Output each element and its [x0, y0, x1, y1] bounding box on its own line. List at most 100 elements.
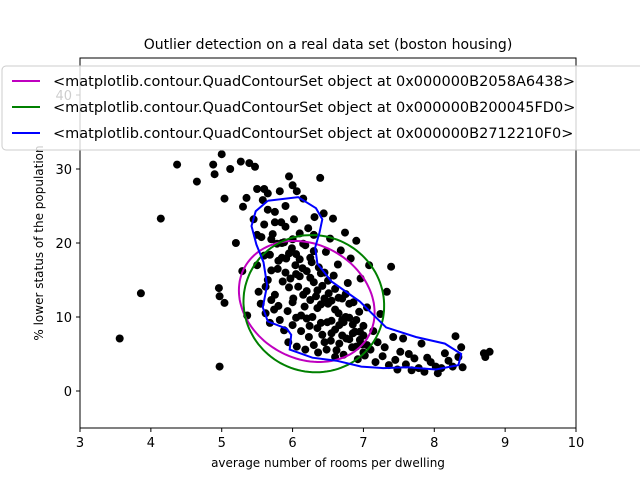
- data-point: [270, 218, 279, 227]
- data-point: [306, 296, 315, 304]
- y-tick-label: 30: [55, 163, 72, 178]
- data-point: [316, 173, 325, 182]
- x-tick-label: 7: [359, 436, 367, 451]
- data-point: [348, 329, 357, 338]
- contour-line-1: [237, 240, 376, 363]
- data-point: [485, 347, 494, 356]
- data-point: [359, 331, 368, 340]
- data-point: [420, 367, 429, 376]
- y-tick-label: 10: [55, 311, 72, 326]
- data-point: [304, 224, 313, 233]
- legend-label-2: <matplotlib.contour.QuadContourSet objec…: [53, 100, 575, 116]
- data-point: [302, 267, 311, 276]
- data-point: [334, 293, 343, 302]
- data-point: [378, 352, 387, 361]
- data-point: [335, 339, 344, 348]
- data-point: [329, 271, 338, 280]
- data-point: [313, 286, 322, 295]
- data-point: [304, 333, 313, 341]
- data-point: [285, 172, 293, 181]
- data-point: [275, 187, 284, 196]
- x-tick-label: 4: [147, 436, 155, 451]
- data-point: [292, 270, 301, 279]
- data-point: [239, 202, 247, 211]
- data-point: [281, 222, 290, 231]
- data-point: [257, 233, 266, 242]
- x-tick-label: 9: [501, 436, 509, 451]
- data-point: [309, 341, 318, 350]
- x-axis-ticks: 3 4 5 6 7 8 9 10: [76, 428, 584, 451]
- data-point: [115, 334, 124, 343]
- y-tick-label: 0: [64, 385, 72, 400]
- data-point: [217, 150, 226, 159]
- x-tick-label: 6: [288, 436, 296, 451]
- data-point: [355, 307, 364, 316]
- data-point: [251, 162, 259, 171]
- data-point: [291, 261, 300, 270]
- data-point: [341, 228, 349, 237]
- data-point: [389, 333, 398, 341]
- chart-title: Outlier detection on a real data set (bo…: [144, 37, 513, 53]
- data-point: [396, 347, 405, 356]
- data-point: [192, 177, 201, 186]
- data-point: [306, 253, 315, 262]
- data-point: [336, 246, 345, 255]
- data-point: [319, 209, 328, 218]
- data-point: [297, 327, 306, 336]
- data-point: [288, 321, 297, 330]
- data-point: [318, 330, 327, 339]
- data-point: [275, 316, 284, 324]
- data-point: [338, 331, 347, 340]
- data-point: [173, 160, 182, 169]
- data-point: [220, 194, 229, 203]
- x-tick-label: 8: [430, 436, 438, 451]
- data-point: [440, 349, 449, 358]
- data-point: [410, 354, 419, 363]
- data-point: [352, 316, 361, 324]
- data-point: [327, 316, 336, 325]
- data-point: [292, 342, 301, 351]
- data-point: [321, 247, 330, 256]
- data-point: [226, 165, 235, 173]
- data-point: [267, 235, 276, 244]
- data-point: [352, 236, 361, 245]
- data-point: [260, 220, 269, 229]
- data-point: [327, 296, 336, 305]
- x-tick-label: 3: [76, 436, 84, 451]
- data-point: [297, 311, 306, 320]
- data-point: [209, 160, 218, 169]
- data-point: [220, 298, 229, 307]
- data-point: [457, 343, 466, 352]
- data-point: [343, 279, 352, 287]
- data-point: [242, 193, 251, 202]
- scatter-points: [115, 150, 494, 378]
- data-point: [314, 348, 323, 357]
- data-point: [322, 345, 331, 354]
- data-point: [273, 264, 282, 273]
- data-point: [399, 334, 408, 343]
- data-point: [263, 189, 272, 198]
- contour-line-2: [242, 234, 386, 374]
- data-point: [345, 335, 354, 344]
- data-point: [292, 187, 301, 196]
- data-point: [270, 305, 279, 314]
- data-point: [387, 262, 396, 271]
- data-point: [451, 332, 460, 341]
- data-point: [253, 185, 262, 193]
- legend-box: [1, 65, 640, 151]
- data-point: [215, 362, 224, 371]
- data-point: [283, 307, 292, 316]
- plot-area: [115, 150, 494, 378]
- data-point: [331, 325, 340, 334]
- data-point: [294, 282, 303, 291]
- data-point: [300, 302, 309, 311]
- data-point: [326, 336, 335, 345]
- data-point: [359, 321, 368, 330]
- data-point: [305, 321, 314, 330]
- data-point: [331, 284, 340, 293]
- data-point: [263, 205, 272, 214]
- legend-label-1: <matplotlib.contour.QuadContourSet objec…: [53, 74, 575, 90]
- x-tick-label: 10: [568, 436, 585, 451]
- data-point: [236, 157, 245, 166]
